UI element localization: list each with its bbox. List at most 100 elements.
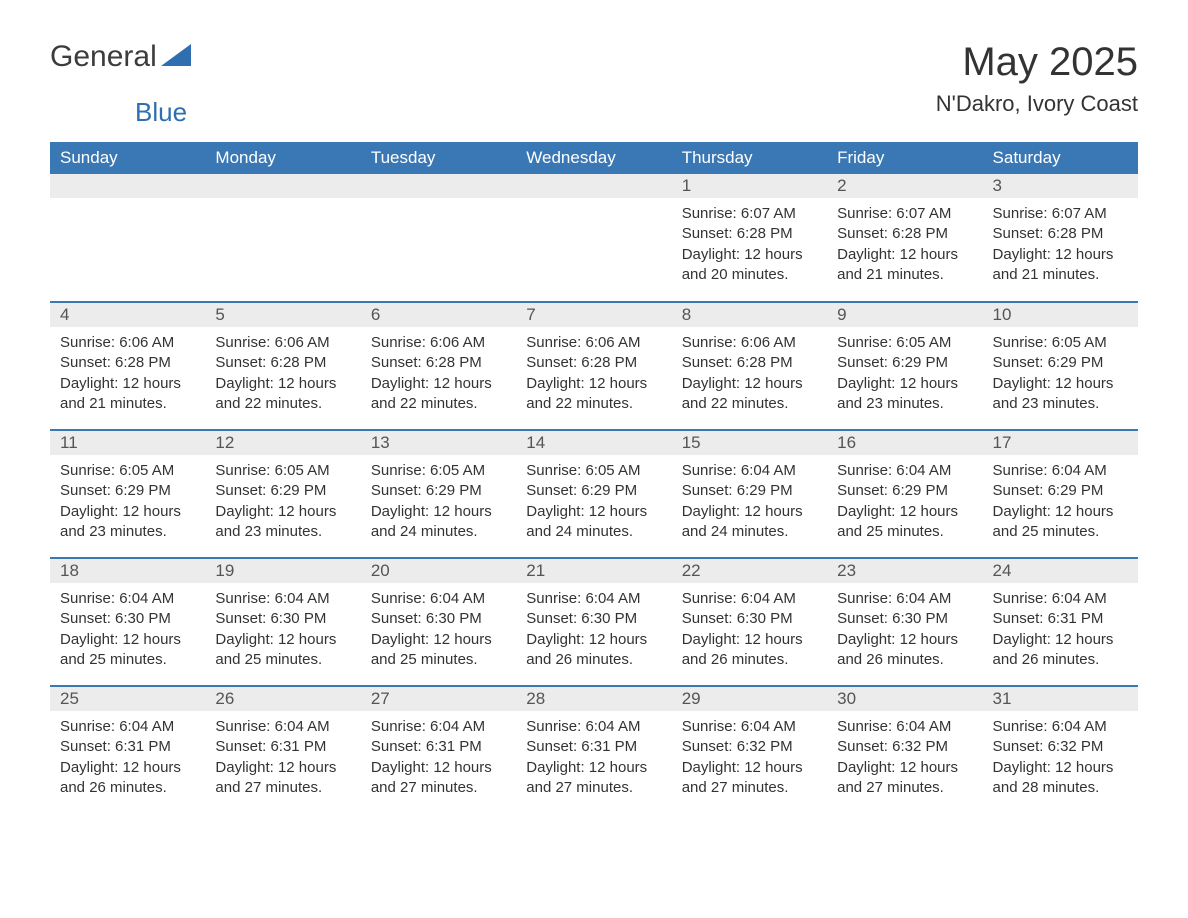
calendar-cell: 28Sunrise: 6:04 AMSunset: 6:31 PMDayligh… (516, 686, 671, 814)
header-saturday: Saturday (983, 142, 1138, 174)
daylight-text-1: Daylight: 12 hours (371, 630, 506, 650)
calendar-cell: 3Sunrise: 6:07 AMSunset: 6:28 PMDaylight… (983, 174, 1138, 302)
daylight-text-2: and 28 minutes. (993, 778, 1128, 798)
day-details: Sunrise: 6:04 AMSunset: 6:30 PMDaylight:… (361, 583, 516, 684)
daylight-text-1: Daylight: 12 hours (993, 245, 1128, 265)
daylight-text-2: and 24 minutes. (682, 522, 817, 542)
daylight-text-1: Daylight: 12 hours (526, 502, 661, 522)
daylight-text-2: and 26 minutes. (993, 650, 1128, 670)
calendar-week: 18Sunrise: 6:04 AMSunset: 6:30 PMDayligh… (50, 558, 1138, 686)
sunset-text: Sunset: 6:28 PM (215, 353, 350, 373)
header-friday: Friday (827, 142, 982, 174)
sunset-text: Sunset: 6:29 PM (837, 481, 972, 501)
day-number: 11 (50, 431, 205, 455)
sunset-text: Sunset: 6:31 PM (215, 737, 350, 757)
daylight-text-1: Daylight: 12 hours (371, 502, 506, 522)
sunset-text: Sunset: 6:28 PM (682, 353, 817, 373)
day-number: 4 (50, 303, 205, 327)
day-details: Sunrise: 6:04 AMSunset: 6:31 PMDaylight:… (50, 711, 205, 812)
sunset-text: Sunset: 6:29 PM (371, 481, 506, 501)
sunrise-text: Sunrise: 6:04 AM (682, 717, 817, 737)
day-number: 23 (827, 559, 982, 583)
sunrise-text: Sunrise: 6:04 AM (526, 717, 661, 737)
sunset-text: Sunset: 6:30 PM (526, 609, 661, 629)
day-details: Sunrise: 6:04 AMSunset: 6:32 PMDaylight:… (672, 711, 827, 812)
sunrise-text: Sunrise: 6:07 AM (682, 204, 817, 224)
daylight-text-1: Daylight: 12 hours (371, 374, 506, 394)
calendar-cell: 6Sunrise: 6:06 AMSunset: 6:28 PMDaylight… (361, 302, 516, 430)
daylight-text-1: Daylight: 12 hours (993, 502, 1128, 522)
sunrise-text: Sunrise: 6:06 AM (526, 333, 661, 353)
calendar-cell: 21Sunrise: 6:04 AMSunset: 6:30 PMDayligh… (516, 558, 671, 686)
sunset-text: Sunset: 6:28 PM (993, 224, 1128, 244)
calendar-week: 1Sunrise: 6:07 AMSunset: 6:28 PMDaylight… (50, 174, 1138, 302)
calendar-cell: 2Sunrise: 6:07 AMSunset: 6:28 PMDaylight… (827, 174, 982, 302)
sunset-text: Sunset: 6:30 PM (682, 609, 817, 629)
day-number: 24 (983, 559, 1138, 583)
daylight-text-2: and 22 minutes. (215, 394, 350, 414)
sunset-text: Sunset: 6:30 PM (215, 609, 350, 629)
day-number (516, 174, 671, 198)
calendar-cell: 13Sunrise: 6:05 AMSunset: 6:29 PMDayligh… (361, 430, 516, 558)
calendar-cell (50, 174, 205, 302)
daylight-text-2: and 27 minutes. (215, 778, 350, 798)
sunset-text: Sunset: 6:28 PM (682, 224, 817, 244)
sunset-text: Sunset: 6:31 PM (371, 737, 506, 757)
daylight-text-2: and 23 minutes. (60, 522, 195, 542)
daylight-text-1: Daylight: 12 hours (371, 758, 506, 778)
logo: General (50, 40, 191, 74)
daylight-text-2: and 27 minutes. (526, 778, 661, 798)
sunset-text: Sunset: 6:30 PM (60, 609, 195, 629)
daylight-text-1: Daylight: 12 hours (215, 374, 350, 394)
day-number: 8 (672, 303, 827, 327)
sunrise-text: Sunrise: 6:04 AM (371, 717, 506, 737)
day-details: Sunrise: 6:04 AMSunset: 6:29 PMDaylight:… (827, 455, 982, 556)
day-details: Sunrise: 6:04 AMSunset: 6:31 PMDaylight:… (205, 711, 360, 812)
sunrise-text: Sunrise: 6:05 AM (993, 333, 1128, 353)
day-number: 6 (361, 303, 516, 327)
day-number: 18 (50, 559, 205, 583)
daylight-text-1: Daylight: 12 hours (60, 502, 195, 522)
month-title: May 2025 (936, 40, 1138, 85)
day-number: 7 (516, 303, 671, 327)
day-number: 5 (205, 303, 360, 327)
day-number: 25 (50, 687, 205, 711)
sunset-text: Sunset: 6:32 PM (837, 737, 972, 757)
daylight-text-2: and 24 minutes. (526, 522, 661, 542)
sunrise-text: Sunrise: 6:04 AM (837, 461, 972, 481)
day-number: 15 (672, 431, 827, 455)
daylight-text-2: and 22 minutes. (526, 394, 661, 414)
day-details: Sunrise: 6:05 AMSunset: 6:29 PMDaylight:… (50, 455, 205, 556)
sunset-text: Sunset: 6:28 PM (60, 353, 195, 373)
day-number: 20 (361, 559, 516, 583)
daylight-text-1: Daylight: 12 hours (993, 758, 1128, 778)
day-number: 9 (827, 303, 982, 327)
daylight-text-1: Daylight: 12 hours (526, 374, 661, 394)
daylight-text-1: Daylight: 12 hours (526, 630, 661, 650)
sunrise-text: Sunrise: 6:05 AM (215, 461, 350, 481)
day-number: 22 (672, 559, 827, 583)
day-details: Sunrise: 6:05 AMSunset: 6:29 PMDaylight:… (827, 327, 982, 428)
sunrise-text: Sunrise: 6:05 AM (837, 333, 972, 353)
day-details: Sunrise: 6:05 AMSunset: 6:29 PMDaylight:… (361, 455, 516, 556)
day-header-row: Sunday Monday Tuesday Wednesday Thursday… (50, 142, 1138, 174)
calendar-cell: 1Sunrise: 6:07 AMSunset: 6:28 PMDaylight… (672, 174, 827, 302)
sunset-text: Sunset: 6:31 PM (60, 737, 195, 757)
day-number: 13 (361, 431, 516, 455)
sunset-text: Sunset: 6:31 PM (993, 609, 1128, 629)
sunset-text: Sunset: 6:30 PM (371, 609, 506, 629)
daylight-text-1: Daylight: 12 hours (837, 374, 972, 394)
header-monday: Monday (205, 142, 360, 174)
sunset-text: Sunset: 6:29 PM (60, 481, 195, 501)
day-number: 30 (827, 687, 982, 711)
daylight-text-2: and 26 minutes. (60, 778, 195, 798)
day-number: 19 (205, 559, 360, 583)
calendar-cell: 30Sunrise: 6:04 AMSunset: 6:32 PMDayligh… (827, 686, 982, 814)
sunrise-text: Sunrise: 6:04 AM (371, 589, 506, 609)
daylight-text-1: Daylight: 12 hours (993, 630, 1128, 650)
day-details: Sunrise: 6:04 AMSunset: 6:32 PMDaylight:… (827, 711, 982, 812)
calendar-cell: 16Sunrise: 6:04 AMSunset: 6:29 PMDayligh… (827, 430, 982, 558)
daylight-text-2: and 25 minutes. (837, 522, 972, 542)
day-details: Sunrise: 6:04 AMSunset: 6:30 PMDaylight:… (516, 583, 671, 684)
calendar-cell: 29Sunrise: 6:04 AMSunset: 6:32 PMDayligh… (672, 686, 827, 814)
